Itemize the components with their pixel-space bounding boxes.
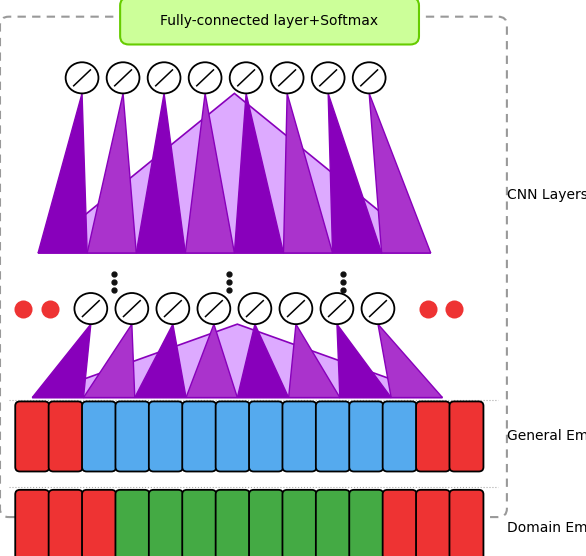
Circle shape — [362, 293, 394, 324]
Text: General Embedding: General Embedding — [507, 429, 586, 444]
FancyBboxPatch shape — [115, 401, 149, 471]
FancyBboxPatch shape — [416, 401, 450, 471]
Text: CNN Layers: CNN Layers — [507, 187, 586, 202]
FancyBboxPatch shape — [449, 401, 483, 471]
FancyBboxPatch shape — [416, 490, 450, 556]
Polygon shape — [83, 324, 135, 398]
FancyBboxPatch shape — [449, 490, 483, 556]
Circle shape — [107, 62, 139, 93]
Polygon shape — [185, 93, 234, 253]
Circle shape — [312, 62, 345, 93]
FancyBboxPatch shape — [349, 401, 383, 471]
FancyBboxPatch shape — [216, 401, 250, 471]
Circle shape — [189, 62, 222, 93]
FancyBboxPatch shape — [15, 490, 49, 556]
Circle shape — [239, 293, 271, 324]
Polygon shape — [38, 93, 431, 253]
Polygon shape — [378, 324, 442, 398]
FancyBboxPatch shape — [49, 401, 83, 471]
Circle shape — [115, 293, 148, 324]
Polygon shape — [328, 93, 381, 253]
FancyBboxPatch shape — [182, 490, 216, 556]
FancyBboxPatch shape — [216, 490, 250, 556]
FancyBboxPatch shape — [182, 401, 216, 471]
Circle shape — [230, 62, 263, 93]
Polygon shape — [237, 324, 289, 398]
FancyBboxPatch shape — [115, 490, 149, 556]
Polygon shape — [135, 324, 186, 398]
FancyBboxPatch shape — [149, 401, 183, 471]
Polygon shape — [87, 93, 136, 253]
Polygon shape — [284, 93, 332, 253]
Polygon shape — [38, 93, 87, 253]
Circle shape — [156, 293, 189, 324]
FancyBboxPatch shape — [82, 490, 116, 556]
FancyBboxPatch shape — [249, 401, 283, 471]
Circle shape — [271, 62, 304, 93]
FancyBboxPatch shape — [149, 490, 183, 556]
Polygon shape — [32, 324, 91, 398]
Polygon shape — [136, 93, 185, 253]
Text: Domain Embedding: Domain Embedding — [507, 521, 586, 535]
FancyBboxPatch shape — [120, 0, 419, 44]
Circle shape — [280, 293, 312, 324]
Circle shape — [66, 62, 98, 93]
FancyBboxPatch shape — [316, 490, 350, 556]
FancyBboxPatch shape — [249, 490, 283, 556]
Polygon shape — [234, 93, 284, 253]
FancyBboxPatch shape — [349, 490, 383, 556]
Circle shape — [197, 293, 230, 324]
FancyBboxPatch shape — [383, 401, 417, 471]
Polygon shape — [32, 324, 442, 398]
FancyBboxPatch shape — [49, 490, 83, 556]
Text: Fully-connected layer+Softmax: Fully-connected layer+Softmax — [161, 14, 379, 28]
Polygon shape — [289, 324, 340, 398]
Circle shape — [74, 293, 107, 324]
Polygon shape — [369, 93, 431, 253]
Circle shape — [148, 62, 180, 93]
FancyBboxPatch shape — [82, 401, 116, 471]
FancyBboxPatch shape — [282, 490, 316, 556]
Circle shape — [321, 293, 353, 324]
FancyBboxPatch shape — [282, 401, 316, 471]
FancyBboxPatch shape — [383, 490, 417, 556]
Circle shape — [353, 62, 386, 93]
Polygon shape — [337, 324, 391, 398]
FancyBboxPatch shape — [316, 401, 350, 471]
Polygon shape — [186, 324, 237, 398]
FancyBboxPatch shape — [15, 401, 49, 471]
